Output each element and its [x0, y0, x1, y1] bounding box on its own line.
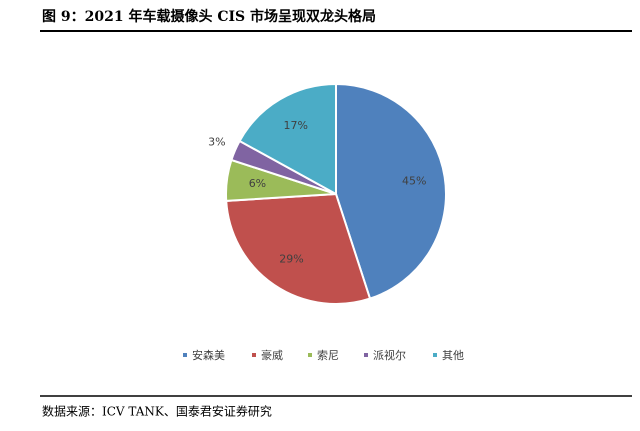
value-label: 17% [283, 119, 307, 132]
chart-title: 图 9：2021 年车载摄像头 CIS 市场呈现双龙头格局 [42, 8, 376, 25]
pie-slice [225, 192, 372, 305]
source: 数据来源：ICV TANK、国泰君安证券研究 [42, 404, 272, 419]
legend-label: 豪威 [261, 348, 283, 362]
legend-label: 索尼 [317, 348, 339, 362]
pie-slice [335, 82, 447, 300]
legend-swatch [433, 353, 437, 357]
value-label: 6% [249, 177, 266, 190]
value-label: 45% [402, 175, 426, 188]
legend-label: 派视尔 [373, 348, 406, 362]
value-label: 3% [208, 135, 225, 148]
legend-swatch [183, 353, 187, 357]
legend-swatch [308, 353, 312, 357]
legend-swatch [252, 353, 256, 357]
legend-swatch [364, 353, 368, 357]
legend-label: 其他 [442, 349, 464, 362]
value-label: 29% [279, 253, 303, 266]
legend-label: 安森美 [192, 348, 225, 362]
pie-slice [238, 82, 337, 196]
